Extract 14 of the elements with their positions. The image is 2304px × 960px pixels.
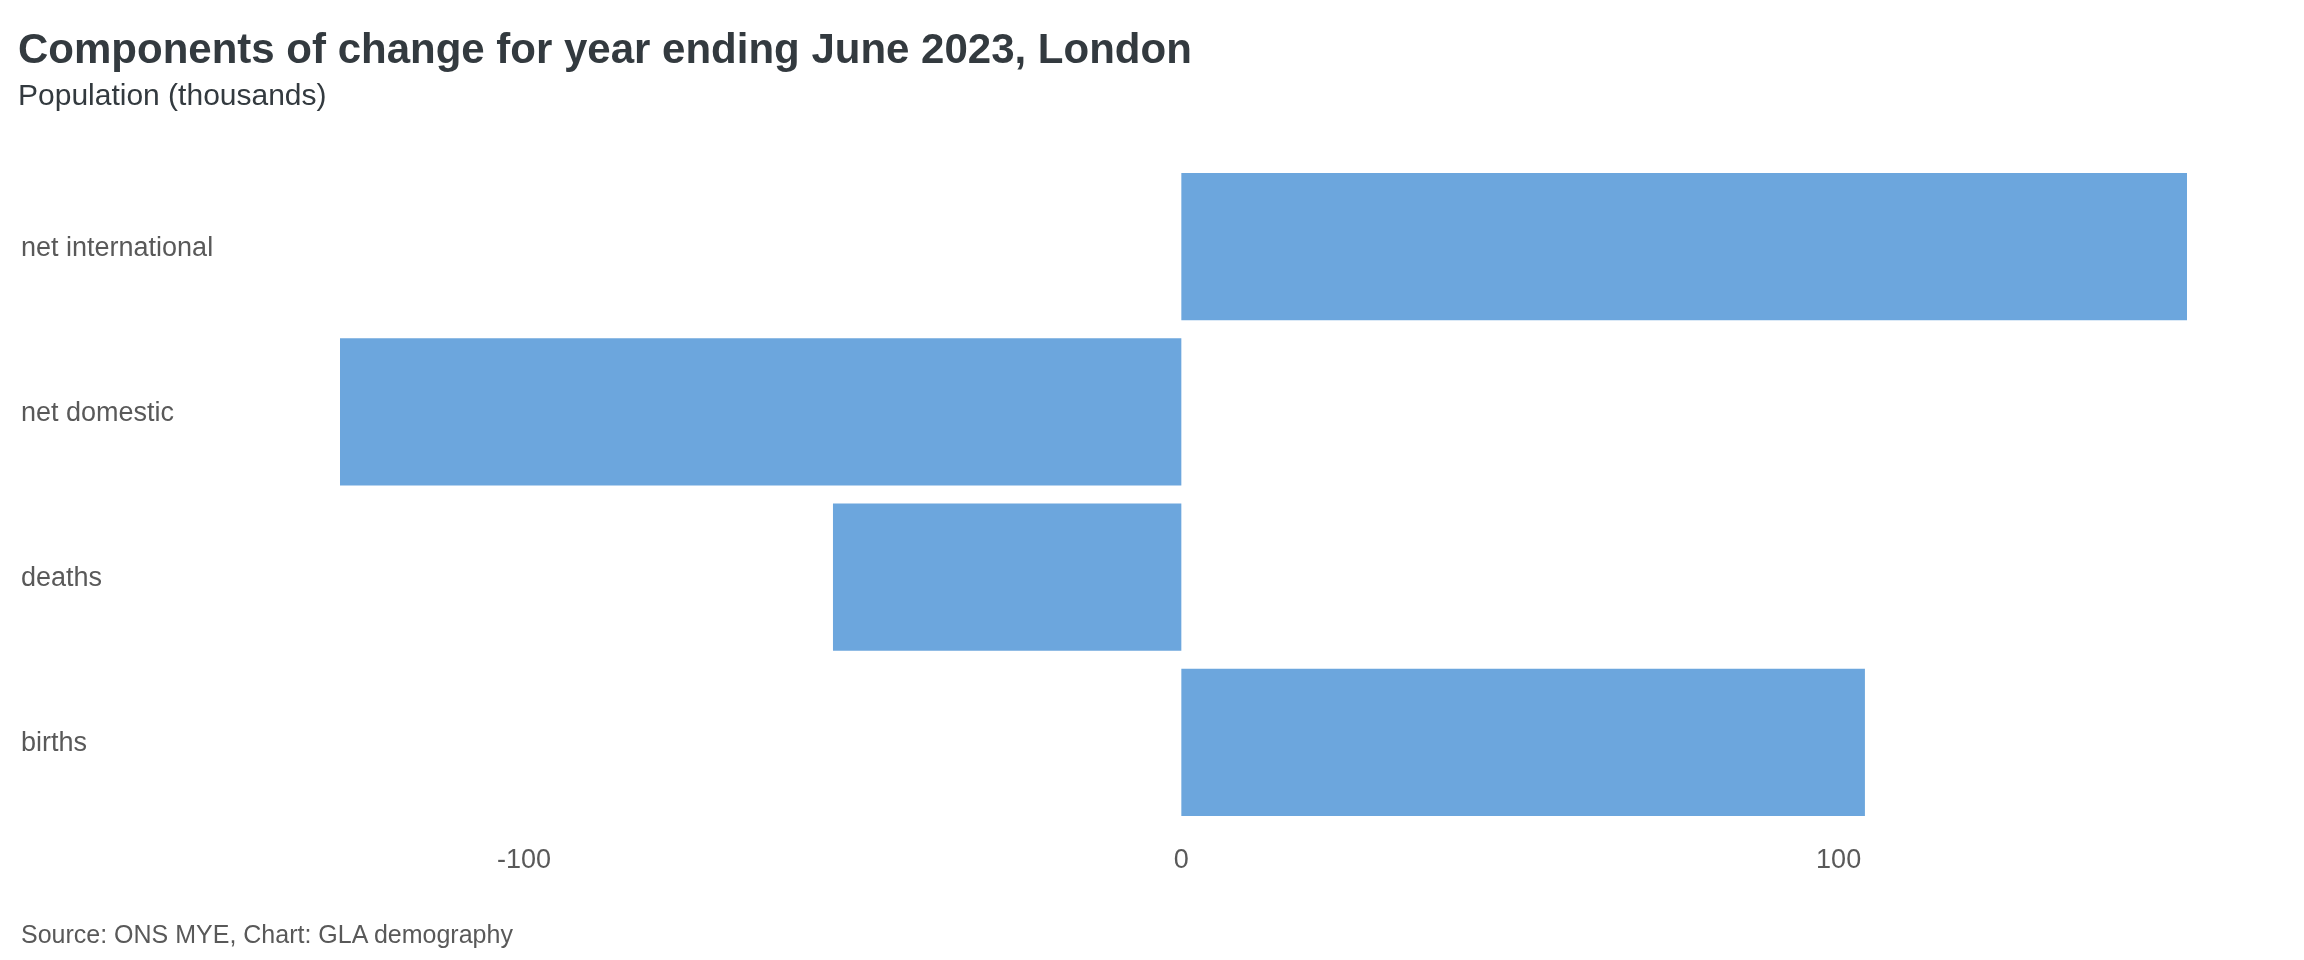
y-tick-label: deaths xyxy=(21,562,103,593)
y-tick-label: net domestic xyxy=(21,396,175,427)
bar xyxy=(1181,668,1865,816)
bar xyxy=(1181,173,2187,321)
bar xyxy=(832,503,1182,651)
chart-title: Components of change for year ending June 2023, London xyxy=(18,24,1192,72)
chart-subtitle: Population (thousands) xyxy=(18,77,327,111)
y-tick-label: births xyxy=(21,727,88,758)
y-tick-label: net international xyxy=(21,231,214,262)
bar xyxy=(340,338,1182,486)
source-note: Source: ONS MYE, Chart: GLA demography xyxy=(21,919,514,948)
x-tick-label: 100 xyxy=(1816,843,1862,874)
x-tick-label: -100 xyxy=(497,843,552,874)
x-tick-label: 0 xyxy=(1173,843,1189,874)
